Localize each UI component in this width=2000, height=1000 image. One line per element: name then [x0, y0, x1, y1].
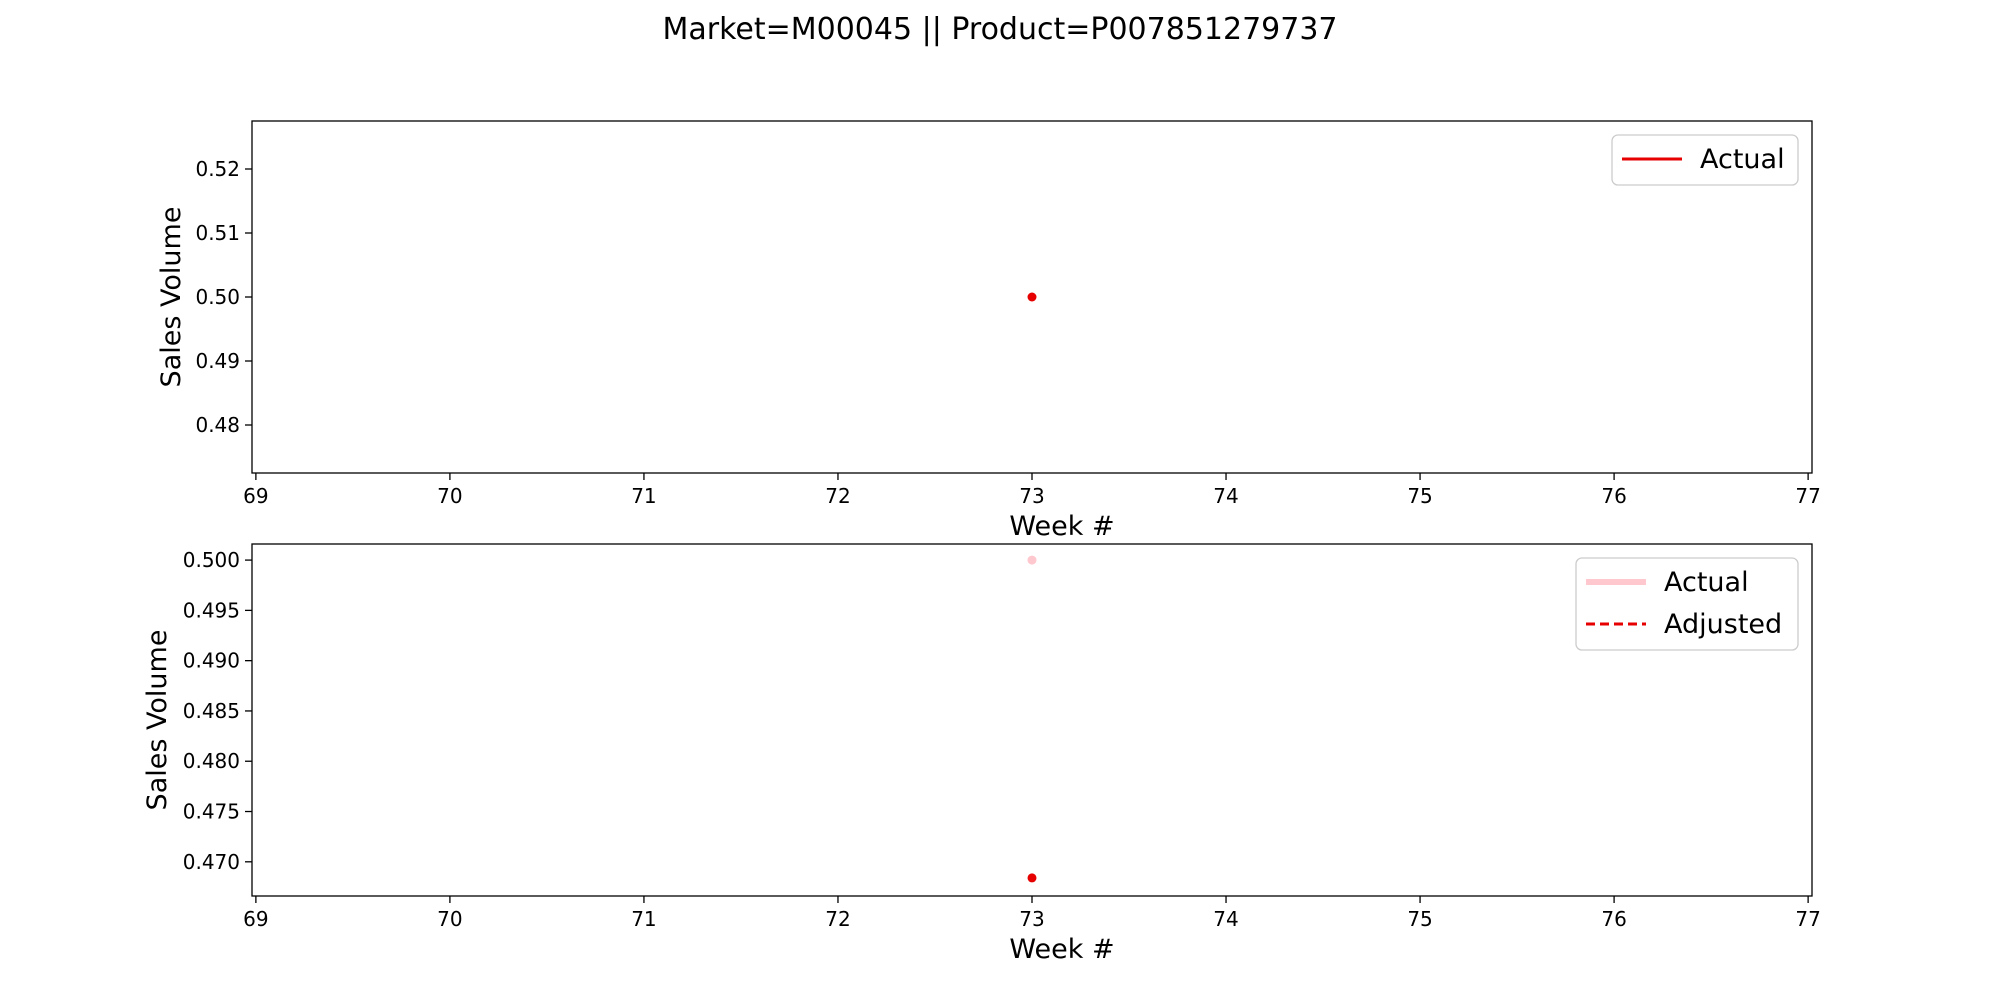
y-tick-label: 0.50 — [195, 285, 240, 309]
x-tick-label: 70 — [437, 907, 462, 931]
x-tick-label: 71 — [631, 907, 656, 931]
y-tick-label: 0.475 — [183, 800, 240, 824]
y-tick-label: 0.52 — [195, 157, 240, 181]
y-tick-label: 0.495 — [183, 598, 240, 622]
y-tick-label: 0.490 — [183, 649, 240, 673]
x-tick-label: 72 — [825, 484, 850, 508]
x-axis-title: Week # — [1009, 511, 1114, 542]
x-tick-label: 76 — [1601, 907, 1626, 931]
chart-panel-1: 69 70 71 72 73 74 75 76 77 0.48 0.49 0.50 0.51 0.52 We… — [156, 120, 1821, 542]
y-tick-label: 0.49 — [195, 349, 240, 373]
page-title: Market=M00045 || Product=P007851279737 — [662, 12, 1338, 47]
y-tick-label: 0.51 — [195, 221, 240, 245]
legend: Actual — [1611, 134, 1799, 186]
x-tick-label: 74 — [1213, 907, 1238, 931]
x-tick-label: 69 — [243, 907, 268, 931]
x-tick-label: 73 — [1019, 907, 1044, 931]
x-tick-label: 72 — [825, 907, 850, 931]
legend-label-adjusted: Adjusted — [1664, 609, 1782, 640]
x-tick-label: 69 — [243, 484, 268, 508]
data-point-adjusted — [1027, 873, 1037, 883]
x-tick-label: 77 — [1795, 907, 1820, 931]
legend-box — [1611, 134, 1799, 186]
x-tick-label: 71 — [631, 484, 656, 508]
legend: Actual Adjusted — [1575, 557, 1799, 651]
x-tick-label: 75 — [1407, 484, 1432, 508]
x-tick-label: 75 — [1407, 907, 1432, 931]
y-axis-title: Sales Volume — [142, 630, 173, 811]
x-tick-label: 70 — [437, 484, 462, 508]
x-axis-title: Week # — [1009, 934, 1114, 965]
legend-label-actual: Actual — [1664, 567, 1749, 598]
y-tick-label: 0.470 — [183, 850, 240, 874]
y-axis-title: Sales Volume — [156, 207, 187, 388]
x-tick-label: 77 — [1795, 484, 1820, 508]
x-tick-label: 74 — [1213, 484, 1238, 508]
legend-label-actual: Actual — [1700, 144, 1785, 175]
y-tick-label: 0.480 — [183, 749, 240, 773]
data-point-actual — [1027, 292, 1037, 302]
x-tick-label: 76 — [1601, 484, 1626, 508]
x-tick-label: 73 — [1019, 484, 1044, 508]
chart-panel-2: 69 70 71 72 73 74 75 76 77 0.470 0.475 0.480 0.485 0.… — [142, 543, 1821, 965]
y-tick-label: 0.500 — [183, 548, 240, 572]
data-point-actual — [1027, 555, 1037, 565]
y-tick-label: 0.48 — [195, 413, 240, 437]
y-tick-label: 0.485 — [183, 699, 240, 723]
